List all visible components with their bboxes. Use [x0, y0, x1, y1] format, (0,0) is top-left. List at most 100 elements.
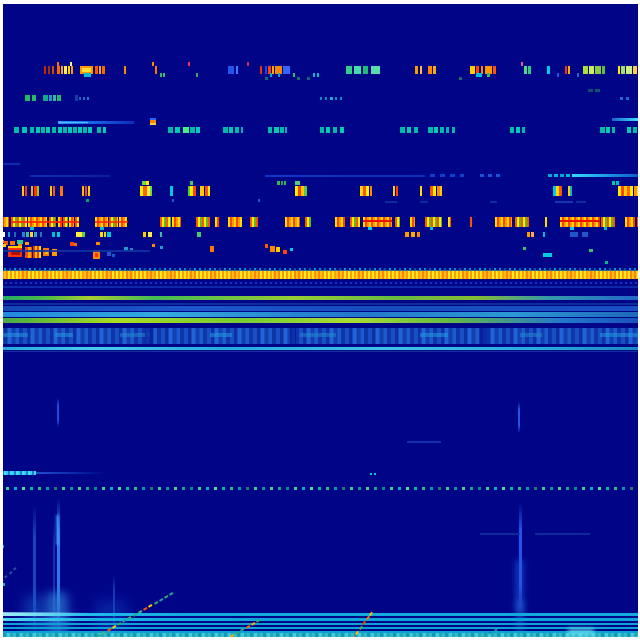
heatmap-dash — [568, 66, 570, 74]
heatmap-dot — [526, 487, 529, 490]
frame-left-border — [0, 0, 3, 640]
heatmap-dot — [39, 268, 41, 270]
heatmap-dash — [313, 73, 315, 77]
heatmap-dash — [235, 127, 239, 133]
heatmap-dash — [522, 127, 525, 133]
heatmap-dot — [544, 268, 546, 270]
heatmap-blob — [480, 533, 520, 535]
heatmap-dot — [210, 282, 212, 284]
heatmap-band — [0, 303, 640, 305]
heatmap-dash — [420, 66, 422, 74]
heatmap-dash — [32, 95, 36, 101]
heatmap-dot — [566, 487, 569, 490]
heatmap-band — [11, 221, 79, 223]
heatmap-dash — [278, 73, 280, 77]
heatmap-dot — [470, 487, 473, 490]
heatmap-dash — [556, 186, 559, 196]
heatmap-dash — [30, 227, 34, 230]
heatmap-dot — [19, 268, 21, 270]
heatmap-dash — [320, 127, 324, 133]
heatmap-dash — [8, 232, 10, 237]
heatmap-dot — [180, 282, 182, 284]
heatmap-dash — [620, 97, 623, 100]
heatmap-dash — [516, 127, 520, 133]
heatmap-dot — [589, 268, 591, 270]
heatmap-dash — [258, 199, 260, 202]
heatmap-barcode — [172, 217, 181, 227]
heatmap-blob — [8, 246, 22, 248]
heatmap-dash — [163, 73, 165, 77]
heatmap-blob — [265, 244, 268, 248]
heatmap-dot — [569, 268, 571, 270]
heatmap-dash — [433, 66, 436, 74]
heatmap-dot — [309, 268, 311, 270]
heatmap-dot — [582, 487, 585, 490]
heatmap-dash — [627, 127, 631, 133]
heatmap-dash — [290, 328, 296, 344]
heatmap-diagonal-dash — [163, 595, 169, 600]
heatmap-dot — [364, 268, 366, 270]
heatmap-dot — [565, 282, 567, 284]
heatmap-dot — [469, 268, 471, 270]
heatmap-dash — [155, 66, 157, 74]
heatmap-dash — [283, 66, 290, 74]
heatmap-dot — [326, 487, 329, 490]
heatmap-dash — [548, 174, 552, 177]
heatmap-vstreak — [518, 402, 520, 433]
heatmap-dot — [475, 282, 477, 284]
heatmap-dot — [194, 268, 196, 270]
heatmap-dash — [14, 127, 19, 133]
heatmap-stripes — [0, 471, 36, 475]
heatmap-dot — [624, 268, 626, 270]
heatmap-dot — [570, 282, 572, 284]
heatmap-dot — [214, 487, 217, 490]
heatmap-dash — [275, 66, 282, 74]
heatmap-dash — [440, 174, 445, 177]
heatmap-dot — [335, 282, 337, 284]
heatmap-blob — [210, 246, 214, 252]
heatmap-dot — [559, 268, 561, 270]
heatmap-barcode — [0, 217, 9, 227]
heatmap-dot — [22, 487, 25, 490]
heatmap-diagonal-dash — [158, 598, 164, 603]
heatmap-dash — [543, 232, 545, 237]
heatmap-dash — [396, 186, 398, 196]
heatmap-dot — [585, 282, 587, 284]
heatmap-dot — [605, 282, 607, 284]
heatmap-blob — [70, 242, 74, 246]
heatmap-dot — [535, 282, 537, 284]
heatmap-dash — [612, 181, 615, 185]
heatmap-dot — [150, 487, 153, 490]
heatmap-dash — [160, 232, 162, 237]
heatmap-band — [0, 613, 640, 616]
heatmap-dash — [172, 199, 174, 202]
heatmap-dot — [444, 268, 446, 270]
heatmap-blob — [74, 243, 77, 246]
heatmap-dot — [625, 282, 627, 284]
heatmap-dot — [270, 487, 273, 490]
heatmap-dot — [318, 487, 321, 490]
heatmap-dot — [629, 268, 631, 270]
heatmap-dot — [30, 487, 33, 490]
heatmap-stripes — [0, 633, 640, 637]
heatmap-band — [516, 600, 524, 632]
heatmap-dot — [365, 282, 367, 284]
heatmap-dot — [244, 268, 246, 270]
heatmap-dot — [455, 282, 457, 284]
heatmap-dot — [130, 282, 132, 284]
heatmap-dot — [289, 268, 291, 270]
heatmap-dot — [405, 282, 407, 284]
heatmap-dash — [168, 127, 173, 133]
heatmap-dot — [34, 268, 36, 270]
heatmap-dash — [196, 127, 200, 133]
heatmap-dash — [265, 77, 268, 80]
heatmap-dot — [230, 282, 232, 284]
heatmap-dash — [440, 186, 442, 196]
heatmap-dot — [126, 487, 129, 490]
heatmap-dash — [22, 232, 25, 237]
heatmap-band — [0, 286, 640, 288]
heatmap-dot — [310, 487, 313, 490]
heatmap-dot — [64, 268, 66, 270]
heatmap-dash — [124, 66, 126, 74]
heatmap-dash — [147, 186, 150, 196]
